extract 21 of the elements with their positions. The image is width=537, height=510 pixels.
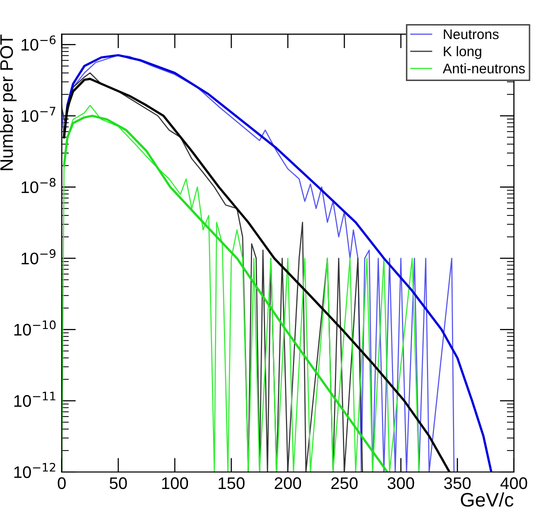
x-tick-label: 350 — [444, 477, 471, 490]
y-tick-label: 10$^{−11}$ — [14, 392, 56, 407]
y-tick-label: 10$^{−7}$ — [22, 106, 56, 122]
y-tick-label: 10$^{−6}$ — [22, 35, 56, 51]
legend-label: Anti-neutrons — [442, 63, 525, 74]
y-tick-label: 10$^{−12}$ — [14, 462, 56, 478]
x-tick-label: 400 — [500, 477, 528, 490]
x-axis-title: GeV/c — [460, 492, 514, 507]
x-tick-label: 150 — [218, 477, 245, 490]
x-tick-label: 250 — [331, 477, 358, 490]
legend-label: Neutrons — [444, 29, 499, 40]
y-tick-label: 10$^{−9}$ — [22, 249, 56, 264]
x-tick-label: 0 — [58, 477, 66, 490]
legend-label: K long — [444, 46, 482, 60]
y-axis-title: Number per POT — [0, 34, 17, 170]
x-tick-label: 50 — [110, 477, 127, 490]
y-tick-label: 10$^{−8}$ — [22, 178, 56, 194]
x-tick-label: 200 — [274, 477, 302, 490]
y-tick-label: 10$^{−10}$ — [14, 320, 56, 336]
x-tick-label: 100 — [162, 477, 188, 490]
x-tick-label: 300 — [388, 477, 414, 490]
